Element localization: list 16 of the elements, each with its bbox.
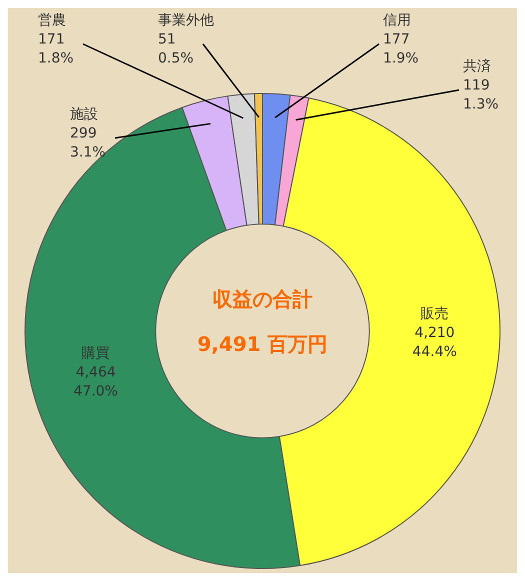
data-label: 119 1.3% [463, 78, 499, 113]
slice-label: 信用 [383, 12, 411, 29]
slice-label: 販売 [420, 306, 449, 322]
text: 9,491 百万円 [197, 332, 328, 356]
slice-label: 施設 [70, 106, 98, 123]
data-label: 177 1.9% [383, 32, 419, 67]
data-label: 4,464 47.0% [73, 364, 118, 400]
text: 収益の合計 [212, 287, 312, 312]
slice-label: 購買 [82, 346, 110, 362]
data-label: 171 1.8% [38, 32, 74, 67]
data-label: 299 3.1% [70, 126, 106, 161]
data-label: 51 0.5% [158, 32, 194, 67]
data-label: 4,210 44.4% [412, 324, 457, 360]
slice-label: 営農 [38, 12, 66, 29]
slice-label: 事業外他 [158, 12, 214, 29]
slice-label: 共済 [463, 58, 491, 75]
